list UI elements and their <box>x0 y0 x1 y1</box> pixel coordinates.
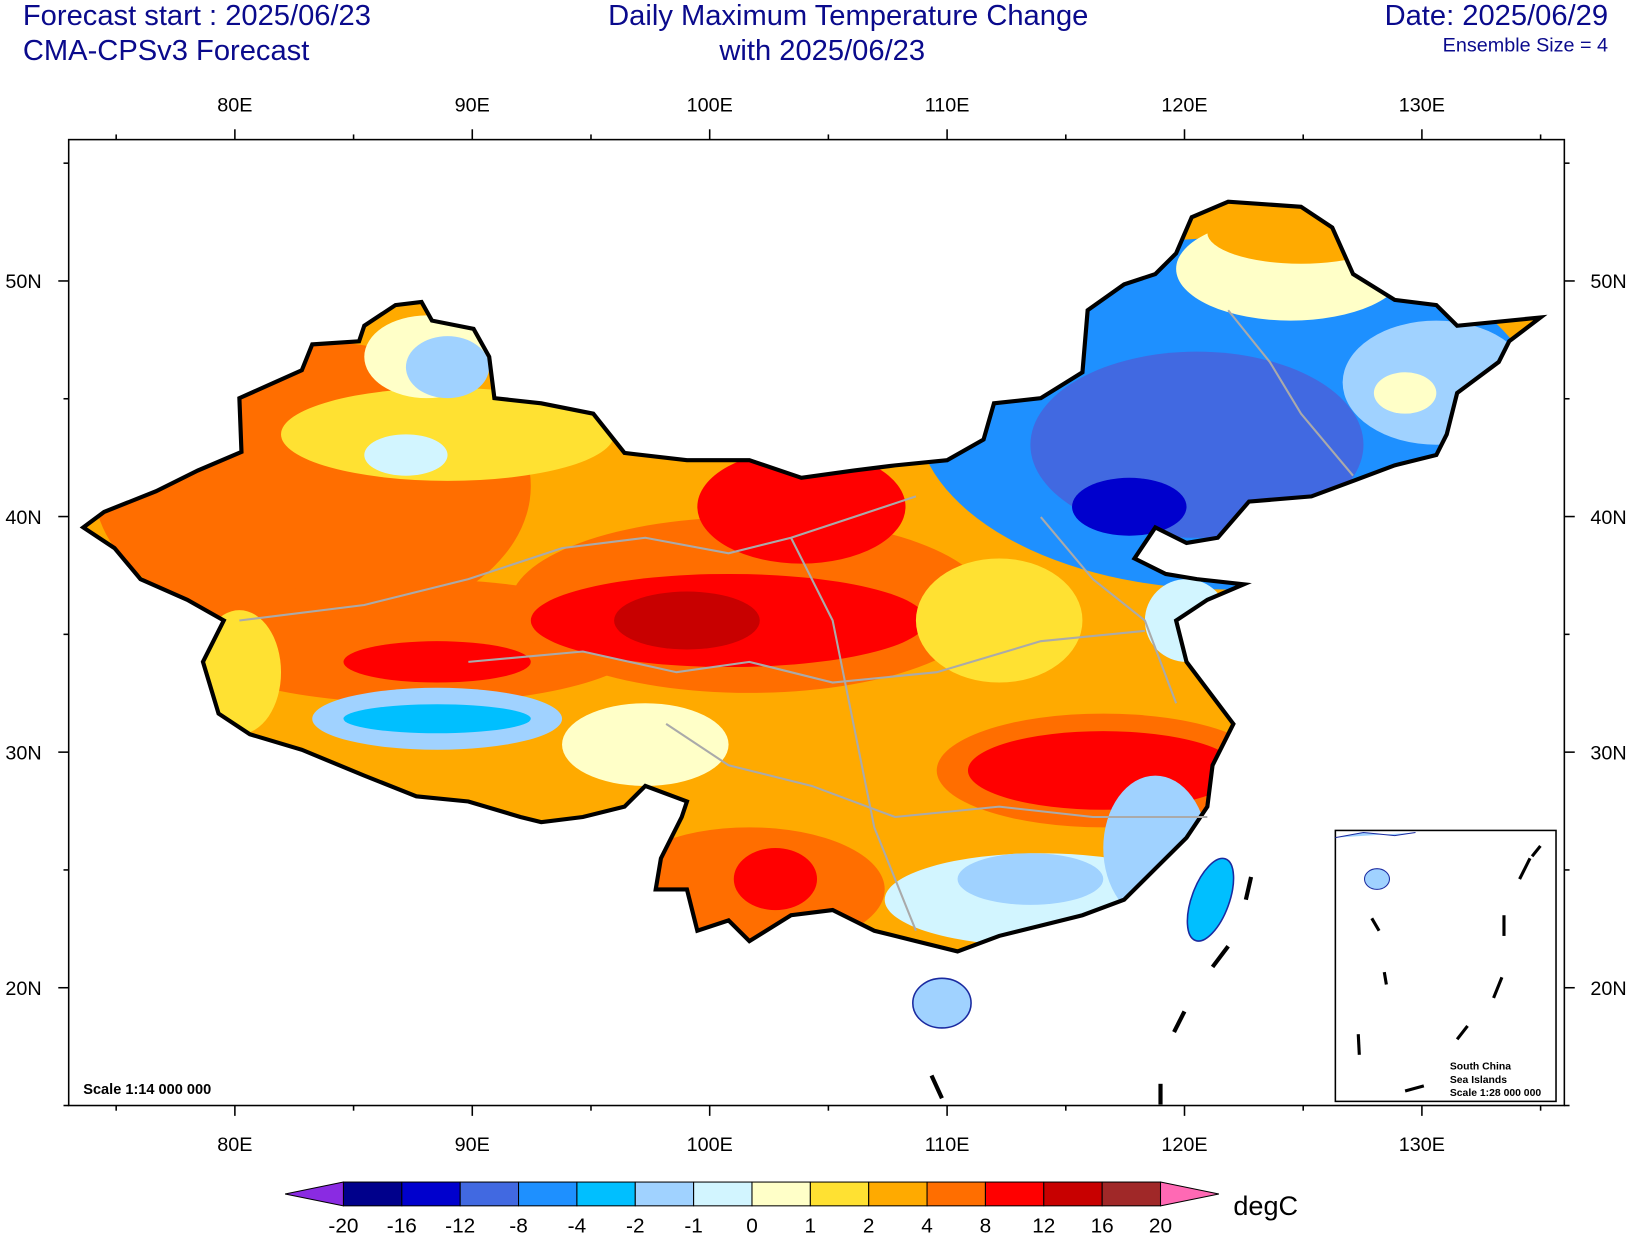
x-tick-label: 80E <box>217 1134 252 1156</box>
colorbar-box <box>693 1181 753 1207</box>
colorbar-box <box>1101 1181 1162 1207</box>
x-tick-label: 90E <box>455 95 490 117</box>
colorbar-under <box>285 1181 344 1207</box>
taiwan <box>1186 857 1235 942</box>
colorbar-label: 1 <box>805 1215 817 1238</box>
colorbar-box <box>926 1181 986 1207</box>
colorbar-label: 2 <box>863 1215 875 1238</box>
colorbar-label: 20 <box>1149 1215 1172 1238</box>
scale-label: Scale 1:14 000 000 <box>83 1082 211 1098</box>
y-tick-label: 30N <box>5 742 41 764</box>
colorbar-box <box>401 1181 461 1207</box>
province-lines <box>239 309 1354 932</box>
inset-label: Sea Islands <box>1450 1075 1507 1086</box>
x-tick-label: 100E <box>687 1134 733 1156</box>
x-tick-label: 120E <box>1161 1134 1207 1156</box>
x-tick-label: 120E <box>1161 95 1207 117</box>
title: Daily Maximum Temperature Change <box>608 0 1088 32</box>
y-tick-label: 50N <box>5 271 41 293</box>
colorbar-label: -1 <box>684 1215 702 1238</box>
colorbar-label: -4 <box>568 1215 586 1238</box>
units: degC <box>1233 1191 1298 1221</box>
colorbar-box <box>518 1181 578 1207</box>
x-tick-label: 90E <box>455 1134 490 1156</box>
nine-dash-line <box>929 876 1254 1105</box>
colorbar-label: 12 <box>1032 1215 1055 1238</box>
colorbar-box <box>984 1181 1045 1207</box>
colorbar-label: 4 <box>921 1215 933 1238</box>
inset: South China Sea Islands Scale 1:28 000 0… <box>1334 829 1557 1103</box>
x-tick-label: 130E <box>1399 95 1445 117</box>
colorbar-label: 0 <box>746 1215 758 1238</box>
hainan <box>912 977 972 1029</box>
title-line2: with 2025/06/23 <box>718 35 925 67</box>
colorbar-box <box>342 1181 403 1207</box>
colorbar-label: -20 <box>328 1215 358 1238</box>
model-name: CMA-CPSv3 Forecast <box>23 35 309 67</box>
colorbar-box <box>576 1181 636 1207</box>
x-tick-label: 100E <box>687 95 733 117</box>
x-tick-label: 80E <box>217 95 252 117</box>
colorbar-label: -12 <box>445 1215 475 1238</box>
forecast-start: Forecast start : 2025/06/23 <box>23 0 371 32</box>
inset-label: South China <box>1450 1061 1511 1072</box>
colorbar-label: -8 <box>509 1215 527 1238</box>
inset-label: Scale 1:28 000 000 <box>1450 1088 1542 1099</box>
colorbar-box <box>868 1181 928 1207</box>
y-tick-label: 40N <box>1590 507 1626 529</box>
date: Date: 2025/06/29 <box>1385 0 1608 32</box>
y-tick-label: 30N <box>1590 742 1626 764</box>
colorbar-label: -16 <box>387 1215 417 1238</box>
colorbar-box <box>751 1181 811 1207</box>
ensemble-size: Ensemble Size = 4 <box>1443 35 1608 57</box>
x-tick-label: 110E <box>925 1134 970 1156</box>
y-tick-label: 50N <box>1590 271 1626 293</box>
x-tick-label: 130E <box>1399 1134 1445 1156</box>
x-tick-label: 110E <box>925 95 970 117</box>
y-tick-label: 20N <box>5 978 41 1000</box>
y-tick-label: 20N <box>1590 978 1626 1000</box>
colorbar-box <box>809 1181 870 1207</box>
colorbar-box <box>634 1181 695 1207</box>
y-tick-label: 40N <box>5 507 41 529</box>
colorbar-label: 16 <box>1091 1215 1114 1238</box>
colorbar-over <box>1159 1181 1219 1207</box>
colorbar-label: 8 <box>980 1215 992 1238</box>
colorbar-label: -2 <box>626 1215 644 1238</box>
colorbar-box <box>459 1181 520 1207</box>
colorbar-box <box>1043 1181 1103 1207</box>
